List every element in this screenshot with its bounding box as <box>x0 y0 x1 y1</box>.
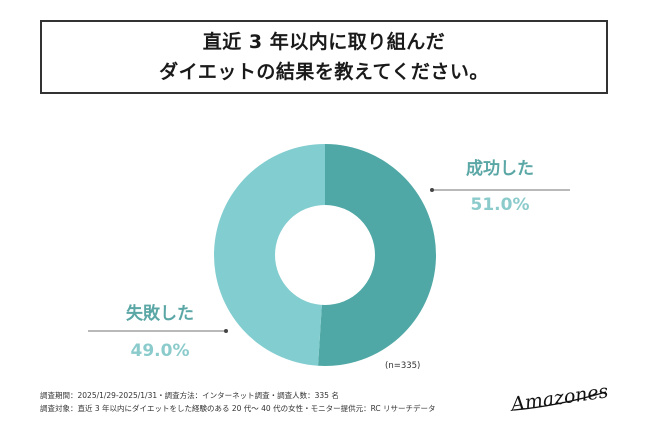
survey-period-line: 調査期間：2025/1/29-2025/1/31・調査方法：インターネット調査・… <box>40 391 339 400</box>
brand-logo-text: Amazones <box>508 380 610 416</box>
title-line-2: ダイエットの結果を教えてください。 <box>159 61 489 83</box>
leader-dot-success <box>430 188 434 192</box>
slice-label-fail: 失敗した <box>126 303 194 324</box>
title-box: 直近 3 年以内に取り組んだ ダイエットの結果を教えてください。 <box>40 20 608 94</box>
survey-target-line: 調査対象：直近 3 年以内にダイエットをした経験のある 20 代〜 40 代の女… <box>40 404 436 413</box>
leader-dot-fail <box>224 329 228 333</box>
donut-slices <box>214 144 437 366</box>
sample-size-note: (n=335) <box>385 361 420 371</box>
donut-hole <box>275 205 375 305</box>
donut-slice-success <box>318 144 437 366</box>
slice-value-fail: 49.0% <box>131 341 190 361</box>
donut-slice-fail <box>214 144 325 366</box>
slice-label-success: 成功した <box>466 158 534 179</box>
title-line-1: 直近 3 年以内に取り組んだ <box>202 31 446 53</box>
slice-value-success: 51.0% <box>471 195 530 215</box>
brand-logo: Amazones <box>508 380 610 416</box>
brand-swoosh <box>513 391 607 411</box>
survey-footer: 調査期間：2025/1/29-2025/1/31・調査方法：インターネット調査・… <box>40 389 436 415</box>
